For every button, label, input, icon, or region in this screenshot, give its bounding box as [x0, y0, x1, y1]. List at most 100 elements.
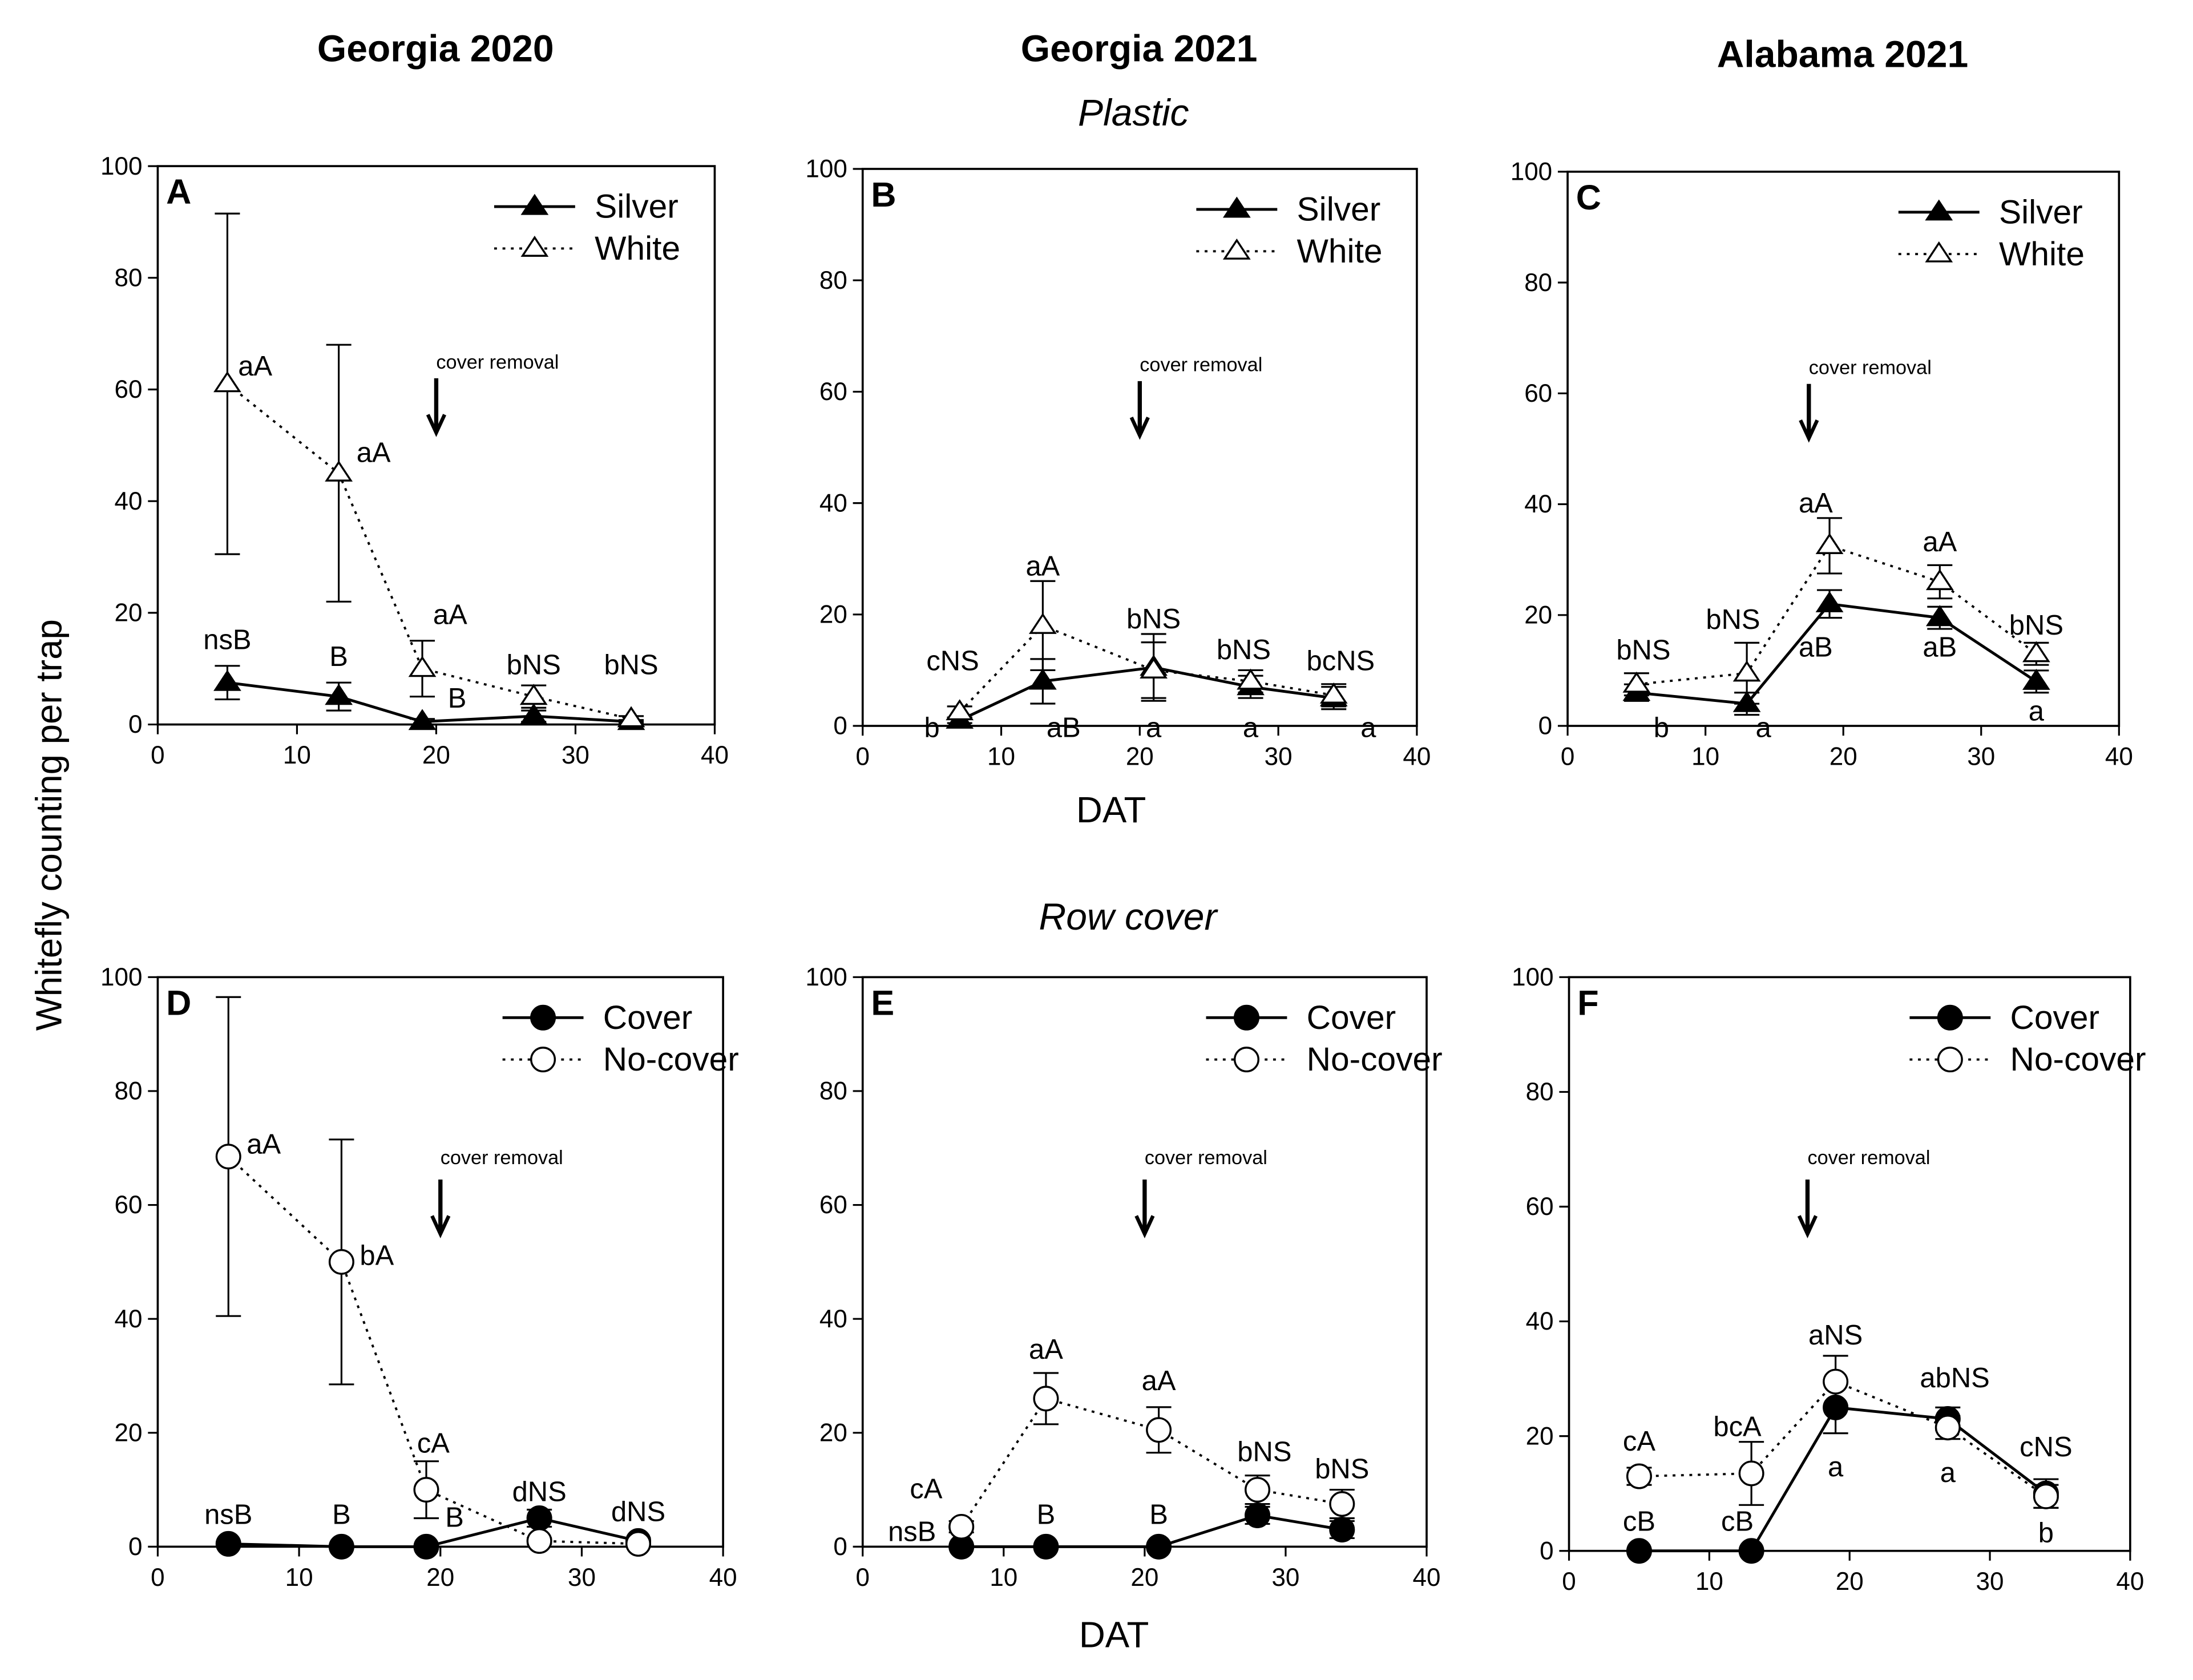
- stat-letter: B: [332, 1499, 351, 1530]
- stat-letter: cA: [1623, 1426, 1655, 1457]
- x-axis-title-bottom: DAT: [1079, 1615, 1149, 1655]
- y-tick-label: 20: [1524, 601, 1552, 629]
- x-tick-label: 0: [151, 741, 164, 769]
- stat-letter: cB: [1623, 1507, 1655, 1537]
- legend-marker: [1937, 1047, 1963, 1073]
- stat-letter: aA: [1923, 527, 1957, 558]
- x-tick-label: 40: [2116, 1568, 2144, 1596]
- series-no-cover: [215, 996, 652, 1557]
- x-tick-label: 10: [283, 741, 311, 769]
- data-point: [1815, 533, 1844, 554]
- stat-letter: bNS: [604, 650, 658, 681]
- x-tick-label: 10: [990, 1564, 1017, 1592]
- y-tick-label: 0: [128, 710, 142, 738]
- y-tick-label: 20: [819, 600, 847, 628]
- y-tick-label: 0: [1538, 712, 1552, 740]
- cover-removal-label: cover removal: [1807, 1147, 1930, 1169]
- data-point: [1934, 1415, 1961, 1441]
- stat-letter: B: [445, 1502, 464, 1533]
- stat-letter: a: [1243, 713, 1259, 744]
- x-tick-label: 20: [1829, 743, 1857, 771]
- legend-marker: [1937, 1004, 1963, 1031]
- y-tick-label: 100: [100, 963, 142, 991]
- arrow-head-icon: [1134, 1215, 1155, 1239]
- stat-letter: bNS: [2009, 610, 2063, 641]
- y-tick-label: 100: [1512, 963, 1553, 991]
- data-point: [413, 1477, 439, 1503]
- series-no-cover: [1626, 1355, 2059, 1509]
- cover-removal-label: cover removal: [1145, 1147, 1267, 1169]
- stat-letter: aA: [1142, 1366, 1176, 1396]
- data-point: [1925, 605, 1954, 627]
- y-tick-label: 100: [805, 155, 847, 183]
- data-point: [1146, 1417, 1172, 1443]
- stat-letter: a: [1360, 713, 1376, 744]
- y-tick-label: 20: [115, 599, 143, 627]
- series-white: [946, 580, 1348, 721]
- series-line: [227, 383, 632, 720]
- y-tick-label: 80: [115, 1077, 143, 1105]
- stat-letter: b: [2038, 1518, 2054, 1549]
- y-tick-label: 100: [805, 963, 847, 991]
- data-point: [625, 1530, 652, 1557]
- legend: Cover No-cover: [502, 999, 739, 1078]
- data-point: [1329, 1516, 1355, 1542]
- panel-letter: F: [1577, 983, 1598, 1022]
- stat-letter: cB: [1721, 1507, 1754, 1537]
- x-tick-label: 30: [1967, 743, 1995, 771]
- stat-letter: bNS: [1315, 1454, 1369, 1485]
- stat-letter: aA: [1799, 488, 1833, 519]
- legend-marker: [530, 1004, 556, 1031]
- arrow-head-icon: [1799, 419, 1819, 443]
- data-point: [946, 699, 974, 721]
- stat-letter: bcA: [1713, 1412, 1762, 1443]
- stat-letter: aA: [357, 438, 391, 469]
- panel-letter: C: [1576, 178, 1601, 217]
- legend-label: Cover: [1307, 999, 1396, 1036]
- stat-letter: B: [329, 641, 348, 672]
- data-point: [1237, 668, 1265, 690]
- data-point: [215, 1530, 241, 1557]
- x-tick-label: 30: [1271, 1564, 1299, 1592]
- stat-letter: nsB: [204, 1499, 252, 1530]
- arrow-head-icon: [1797, 1215, 1818, 1239]
- stat-letter: nsB: [888, 1516, 936, 1547]
- stat-letter: B: [448, 683, 467, 714]
- legend: Cover No-cover: [1909, 999, 2146, 1078]
- legend-marker: [1222, 238, 1251, 260]
- data-point: [1823, 1368, 1849, 1395]
- data-point: [1319, 682, 1348, 704]
- data-point: [1622, 671, 1651, 693]
- y-tick-label: 40: [819, 1305, 847, 1333]
- y-tick-label: 60: [1524, 379, 1552, 407]
- data-point: [519, 703, 548, 725]
- x-tick-label: 10: [1691, 743, 1719, 771]
- stat-letter: bNS: [507, 650, 561, 681]
- data-point: [213, 371, 241, 393]
- x-tick-label: 30: [1265, 743, 1293, 771]
- stat-letter: a: [1755, 712, 1771, 743]
- data-point: [617, 706, 645, 728]
- stat-letter: aB: [1047, 713, 1081, 744]
- data-point: [1925, 569, 1954, 591]
- stat-letter: cNS: [2020, 1432, 2072, 1463]
- y-tick-label: 40: [115, 1305, 143, 1333]
- stat-letter: bA: [360, 1240, 394, 1271]
- y-tick-label: 0: [1540, 1537, 1553, 1565]
- x-tick-label: 10: [987, 743, 1015, 771]
- x-tick-label: 30: [568, 1564, 596, 1592]
- x-tick-label: 0: [1562, 1568, 1576, 1596]
- legend-label: White: [1999, 236, 2085, 273]
- data-point: [2033, 1483, 2059, 1509]
- legend-label: White: [595, 230, 680, 267]
- data-point: [1329, 1491, 1355, 1517]
- x-tick-label: 20: [1836, 1568, 1864, 1596]
- data-point: [1029, 668, 1057, 690]
- stat-letter: bNS: [1126, 604, 1181, 635]
- legend: Cover No-cover: [1206, 999, 1443, 1078]
- x-tick-label: 20: [1130, 1564, 1158, 1592]
- x-tick-label: 0: [151, 1564, 164, 1592]
- y-tick-label: 40: [115, 487, 143, 515]
